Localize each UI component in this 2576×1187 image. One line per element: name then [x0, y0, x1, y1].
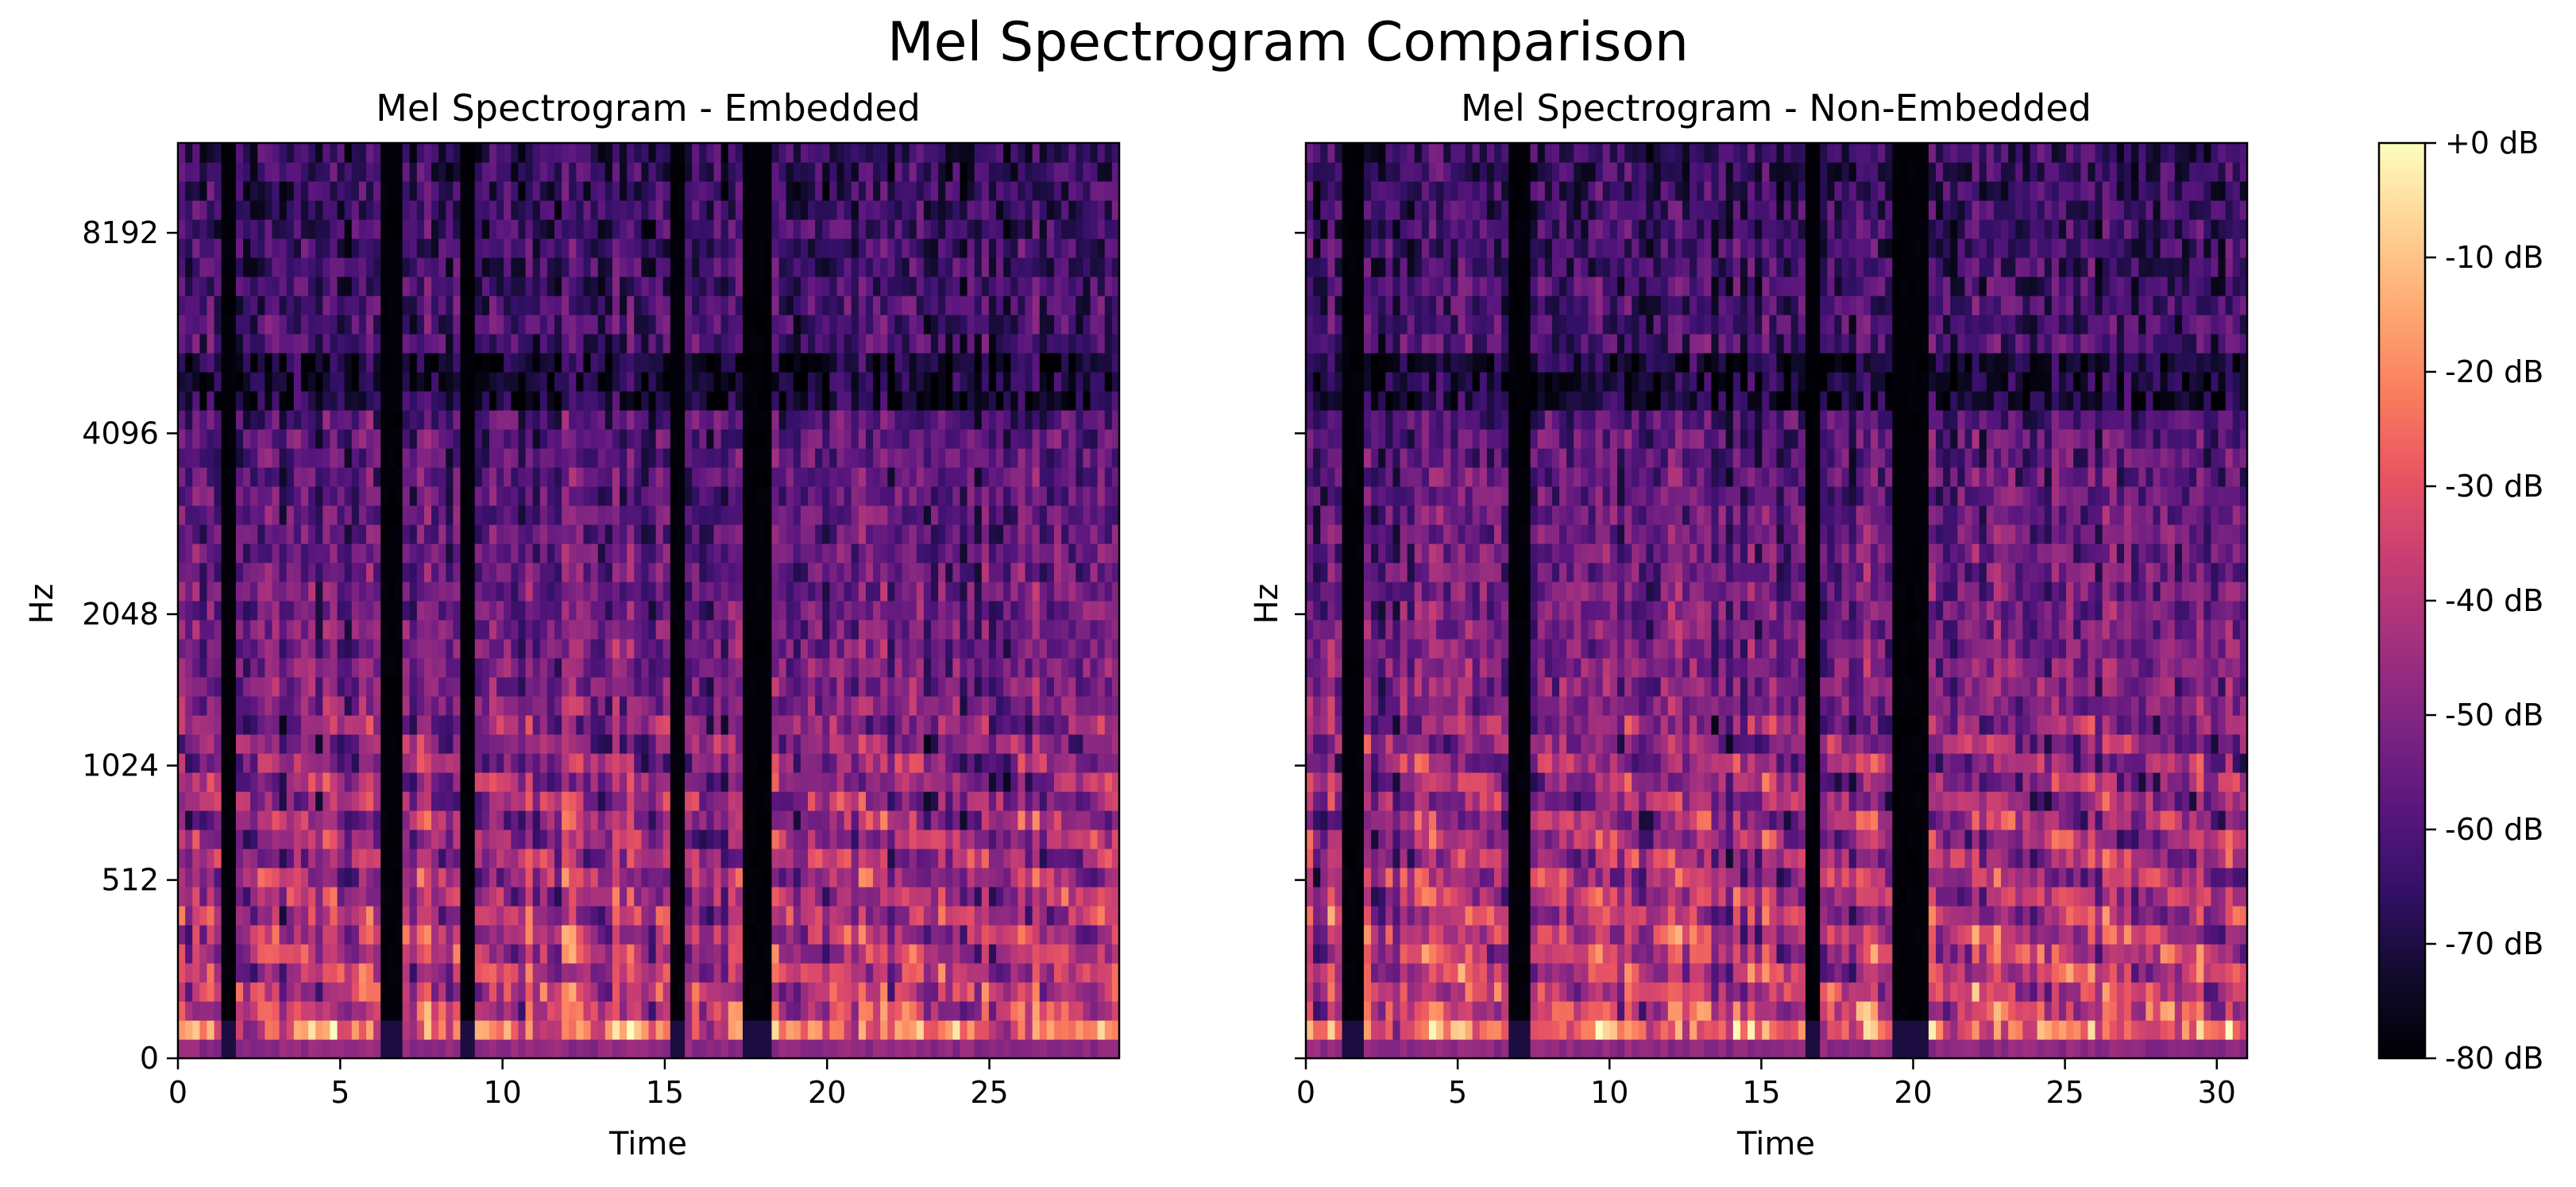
embedded-plot-frame: [176, 141, 1121, 1060]
non-embedded-y-axis-label: Hz: [1249, 583, 1285, 624]
x-tick-label: 15: [646, 1075, 684, 1110]
x-tick-label: 5: [330, 1075, 350, 1110]
embedded-y-ticks: 0 512 1024 2048 4096 8192: [82, 215, 178, 1076]
non-embedded-panel: Mel Spectrogram - Non-Embedded 0 5 10 15 20 2…: [1249, 87, 2249, 1162]
y-tick-label: 512: [101, 863, 159, 898]
colorbar-tick-label: -80 dB: [2445, 1041, 2543, 1076]
colorbar-tick-label: -70 dB: [2445, 926, 2543, 961]
colorbar: +0 dB -10 dB -20 dB -30 dB -40 dB -50 dB -60 d…: [2377, 126, 2543, 1076]
non-embedded-panel-title: Mel Spectrogram - Non-Embedded: [1461, 87, 2091, 130]
x-tick-label: 0: [1296, 1075, 1315, 1110]
y-tick-label: 2048: [82, 597, 159, 632]
colorbar-tick-label: +0 dB: [2445, 126, 2539, 160]
colorbar-tick-label: -20 dB: [2445, 354, 2543, 389]
embedded-x-axis-label: Time: [608, 1126, 687, 1162]
colorbar-tick-label: -10 dB: [2445, 240, 2543, 275]
embedded-y-axis-label: Hz: [24, 583, 60, 624]
non-embedded-x-axis-label: Time: [1736, 1126, 1815, 1162]
y-tick-label: 4096: [82, 416, 159, 450]
colorbar-tick-label: -30 dB: [2445, 469, 2543, 504]
x-tick-label: 10: [1590, 1075, 1628, 1110]
non-embedded-x-ticks: 0 5 10 15 20 25 30: [1296, 1058, 2236, 1110]
colorbar-scale: [2379, 143, 2425, 1058]
non-embedded-plot-frame: [1304, 141, 2249, 1060]
embedded-panel-title: Mel Spectrogram - Embedded: [376, 87, 921, 130]
x-tick-label: 15: [1742, 1075, 1780, 1110]
x-tick-label: 10: [483, 1075, 521, 1110]
y-tick-label: 8192: [82, 215, 159, 250]
x-tick-label: 25: [970, 1075, 1008, 1110]
non-embedded-heatmap: [1306, 143, 2248, 1059]
figure-title: Mel Spectrogram Comparison: [886, 11, 1690, 74]
x-tick-label: 20: [1894, 1075, 1932, 1110]
embedded-heatmap: [178, 143, 1120, 1059]
x-tick-label: 25: [2045, 1075, 2084, 1110]
x-tick-label: 5: [1448, 1075, 1467, 1110]
x-tick-label: 20: [808, 1075, 846, 1110]
embedded-x-ticks: 0 5 10 15 20 25: [168, 1058, 1009, 1110]
y-tick-label: 1024: [82, 748, 159, 783]
y-tick-label: 0: [140, 1041, 159, 1076]
embedded-panel: Mel Spectrogram - Embedded 0 5 10 15 20 25 0 5…: [24, 87, 1121, 1162]
colorbar-tick-label: -40 dB: [2445, 583, 2543, 618]
x-tick-label: 0: [168, 1075, 187, 1110]
colorbar-ticks: +0 dB -10 dB -20 dB -30 dB -40 dB -50 dB -60 d…: [2425, 126, 2543, 1076]
non-embedded-y-ticks: [1295, 231, 1306, 1060]
colorbar-tick-label: -60 dB: [2445, 812, 2543, 847]
colorbar-tick-label: -50 dB: [2445, 698, 2543, 733]
x-tick-label: 30: [2198, 1075, 2236, 1110]
